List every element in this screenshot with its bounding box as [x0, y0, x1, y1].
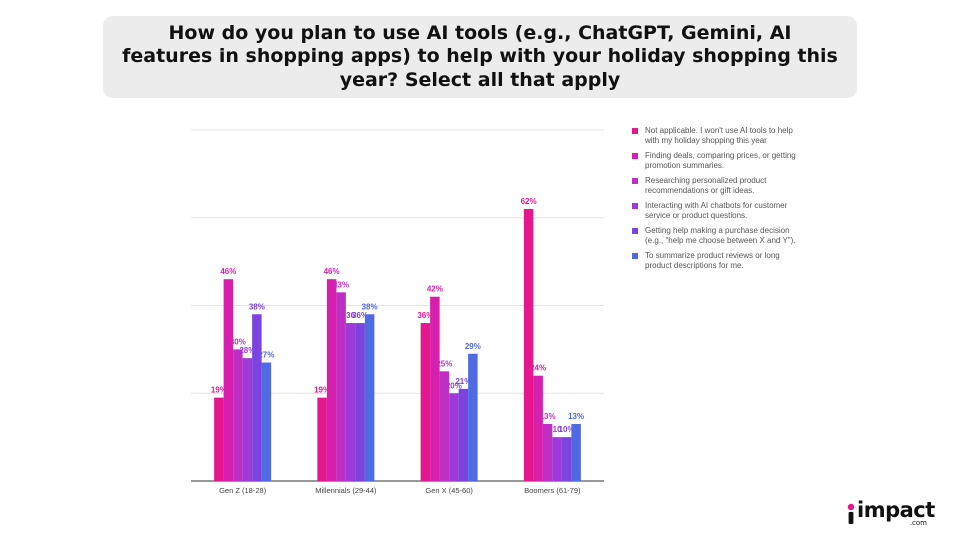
- data-label: 21%: [455, 377, 471, 386]
- logo-domain: .com: [909, 519, 927, 527]
- bar-0-2: [420, 323, 431, 481]
- legend-label: Finding deals, comparing prices, or gett…: [645, 151, 796, 170]
- data-label: 42%: [427, 285, 443, 294]
- data-label: 38%: [362, 302, 378, 311]
- legend-label: Researching personalized product recomme…: [645, 176, 767, 195]
- data-label: 13%: [568, 412, 584, 421]
- bar-3-2: [449, 393, 459, 481]
- data-label: 30%: [230, 337, 246, 346]
- bar-4-2: [458, 388, 469, 481]
- data-label: 20%: [446, 381, 462, 390]
- logo-mark-icon: [847, 503, 855, 524]
- chart-legend: Not applicable. I won't use AI tools to …: [632, 126, 802, 276]
- data-label: 25%: [436, 359, 452, 368]
- bar-0-1: [317, 397, 327, 481]
- logo-wordmark: impact: [857, 498, 935, 522]
- bar-3-0: [242, 358, 253, 481]
- legend-label: Interacting with AI chatbots for custome…: [645, 201, 788, 220]
- data-label: 13%: [540, 412, 556, 421]
- category-label: Boomers (61-79): [524, 486, 581, 495]
- bar-1-2: [430, 296, 440, 481]
- data-label: 43%: [333, 280, 349, 289]
- data-label: 10: [553, 425, 562, 434]
- data-label: 19%: [211, 386, 227, 395]
- legend-swatch: [632, 253, 638, 259]
- legend-item: Finding deals, comparing prices, or gett…: [632, 151, 802, 171]
- legend-label: Getting help making a purchase decision …: [645, 226, 796, 245]
- bar-3-1: [345, 323, 356, 481]
- chart-title: How do you plan to use AI tools (e.g., C…: [122, 22, 838, 91]
- legend-item: Getting help making a purchase decision …: [632, 226, 802, 246]
- bar-1-0: [223, 279, 234, 481]
- legend-item: Not applicable. I won't use AI tools to …: [632, 126, 802, 146]
- data-label: 38%: [249, 302, 265, 311]
- category-label: Gen X (45-60): [425, 486, 473, 495]
- bar-2-1: [336, 292, 346, 481]
- data-label: 19%: [314, 386, 330, 395]
- legend-label: Not applicable. I won't use AI tools to …: [645, 126, 793, 145]
- bar-5-3: [571, 423, 581, 481]
- bar-1-3: [533, 375, 543, 481]
- bar-0-3: [523, 208, 534, 481]
- legend-item: To summarize product reviews or long pro…: [632, 251, 802, 271]
- category-label: Gen Z (18-28): [219, 486, 267, 495]
- bar-4-3: [561, 437, 572, 481]
- legend-label: To summarize product reviews or long pro…: [645, 251, 780, 270]
- category-label: Millennials (29-44): [315, 486, 377, 495]
- bar-3-3: [552, 437, 562, 481]
- legend-swatch: [632, 203, 638, 209]
- bar-1-1: [326, 279, 337, 481]
- data-label: 27%: [258, 351, 274, 360]
- data-label: 36%: [417, 311, 433, 320]
- legend-swatch: [632, 128, 638, 134]
- data-label: 46%: [324, 267, 340, 276]
- bar-5-1: [364, 314, 375, 481]
- bar-4-0: [252, 314, 262, 481]
- bar-2-3: [542, 423, 553, 481]
- bar-5-2: [468, 353, 478, 481]
- data-label: 36: [346, 311, 355, 320]
- data-label: 28%: [239, 346, 255, 355]
- legend-swatch: [632, 153, 638, 159]
- bar-5-0: [261, 362, 272, 481]
- bar-0-0: [214, 397, 224, 481]
- legend-swatch: [632, 178, 638, 184]
- data-label: 36%: [352, 311, 368, 320]
- impact-logo: impact .com: [846, 498, 935, 530]
- bar-2-2: [439, 371, 450, 481]
- bar-4-1: [355, 323, 365, 481]
- data-label: 29%: [465, 342, 481, 351]
- bar-2-0: [233, 349, 243, 481]
- legend-swatch: [632, 228, 638, 234]
- data-label: 10%: [559, 425, 575, 434]
- data-label: 62%: [521, 197, 537, 206]
- legend-item: Interacting with AI chatbots for custome…: [632, 201, 802, 221]
- question-banner: How do you plan to use AI tools (e.g., C…: [103, 16, 857, 98]
- data-label: 24%: [530, 364, 546, 373]
- legend-item: Researching personalized product recomme…: [632, 176, 802, 196]
- data-label: 46%: [220, 267, 236, 276]
